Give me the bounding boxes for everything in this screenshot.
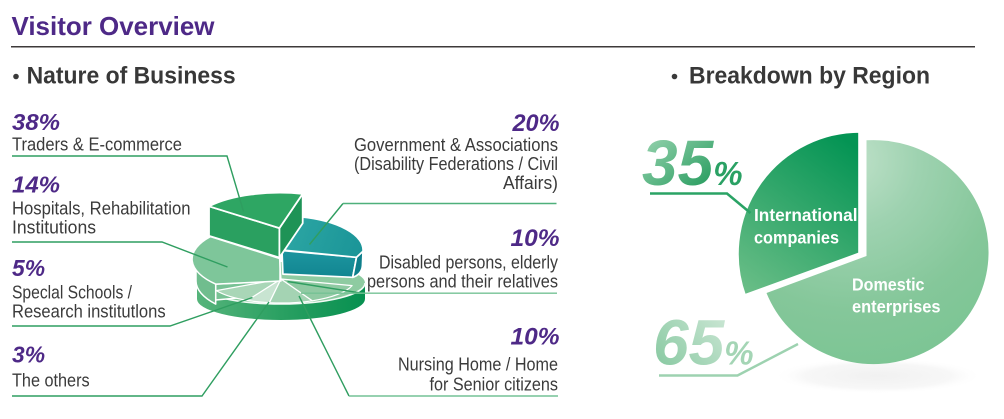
svg-text:enterprises: enterprises xyxy=(852,297,941,317)
svg-text:20%: 20% xyxy=(512,110,560,137)
svg-text:Institutions: Institutions xyxy=(12,217,96,238)
svg-text:Government & Associations: Government & Associations xyxy=(354,134,558,155)
svg-text:Nature of Business: Nature of Business xyxy=(27,63,236,90)
svg-text:companies: companies xyxy=(754,228,839,248)
svg-text:10%: 10% xyxy=(511,324,560,351)
svg-text:The others: The others xyxy=(12,370,90,391)
svg-text:Affairs): Affairs) xyxy=(503,172,558,193)
svg-text:Traders & E-commerce: Traders & E-commerce xyxy=(12,134,182,155)
svg-text:Domestic: Domestic xyxy=(852,275,925,295)
svg-text:International: International xyxy=(754,205,858,225)
svg-text:(Disability Federations / Civi: (Disability Federations / Civil xyxy=(354,153,558,174)
svg-text:Speclal Schools /: Speclal Schools / xyxy=(12,282,133,303)
svg-text:Hospitals, Rehabilitation: Hospitals, Rehabilitation xyxy=(12,198,191,219)
svg-text:65%: 65% xyxy=(653,307,754,379)
svg-text:3%: 3% xyxy=(12,342,45,368)
svg-text:38%: 38% xyxy=(12,109,60,135)
svg-text:Breakdown by Region: Breakdown by Region xyxy=(689,63,930,90)
svg-text:5%: 5% xyxy=(12,255,45,281)
svg-text:14%: 14% xyxy=(12,171,60,197)
svg-text:Research institutlons: Research institutlons xyxy=(12,301,166,322)
svg-text:for Senior citizens: for Senior citizens xyxy=(430,374,559,395)
svg-text:10%: 10% xyxy=(511,225,560,252)
svg-text:persons and their relatives: persons and their relatives xyxy=(367,271,558,292)
svg-text:35%: 35% xyxy=(642,127,743,199)
svg-text:Nursing Home / Home: Nursing Home / Home xyxy=(398,354,558,375)
svg-text:Visitor Overview: Visitor Overview xyxy=(12,11,216,41)
svg-text:Disabled persons, elderly: Disabled persons, elderly xyxy=(379,252,559,273)
